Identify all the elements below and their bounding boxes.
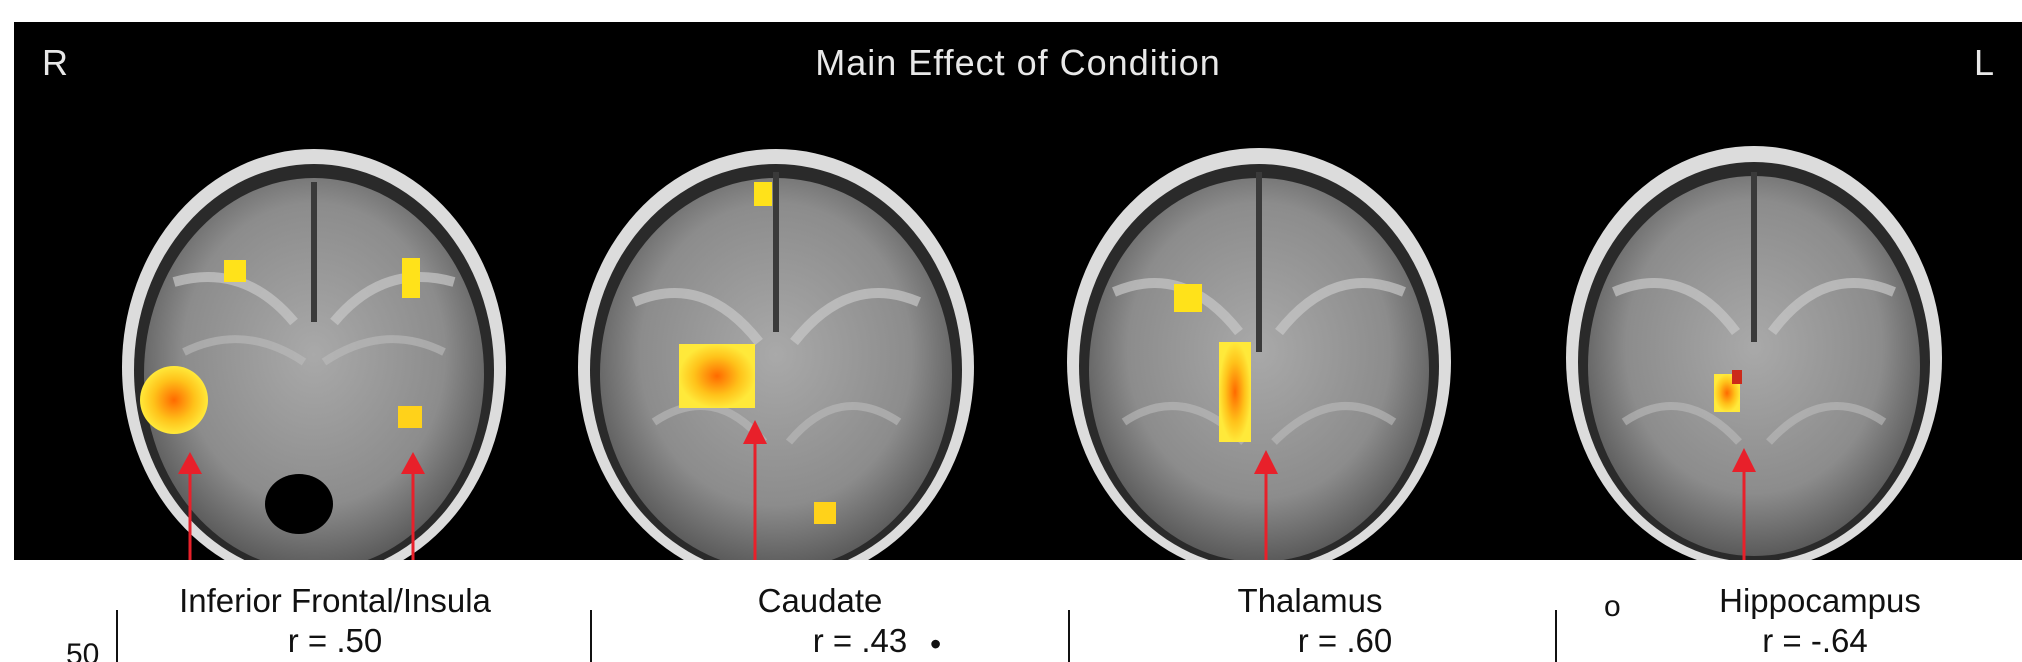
divider	[1555, 610, 1557, 662]
region-correlation: r = -.64	[1762, 622, 1868, 659]
divider	[1068, 610, 1070, 662]
region-name: Hippocampus	[1719, 582, 1921, 619]
brain-slice-caudate	[578, 149, 974, 560]
region-correlation: r = .50	[287, 622, 383, 659]
axis-fragment-label: 50	[66, 638, 100, 662]
activation-blob	[140, 258, 422, 434]
activation-blob	[1714, 370, 1742, 412]
side-label-right-hemisphere: R	[42, 42, 69, 83]
arrow-icon	[743, 420, 767, 444]
side-label-left-hemisphere: L	[1974, 42, 1996, 83]
region-name: Inferior Frontal/Insula	[179, 582, 491, 619]
open-marker-icon: o	[1604, 590, 1621, 623]
brain-slice-inferior-frontal	[122, 149, 506, 560]
region-name: Thalamus	[1237, 582, 1383, 619]
arrow-icon	[178, 452, 202, 474]
arrow-icon	[1732, 448, 1756, 472]
divider	[116, 610, 118, 662]
region-name: Caudate	[757, 582, 883, 619]
brain-slice-hippocampus	[1566, 146, 1942, 560]
region-labels	[0, 560, 2022, 662]
activation-blob	[1174, 284, 1251, 442]
filled-marker-icon: •	[930, 626, 942, 662]
region-correlation: r = .60	[1297, 622, 1393, 659]
region-correlation: r = .43	[812, 622, 908, 659]
activation-blob	[679, 182, 836, 524]
divider	[590, 610, 592, 662]
brain-slice-thalamus	[1067, 148, 1451, 560]
figure-title: Main Effect of Condition	[815, 42, 1221, 83]
brain-slices	[122, 146, 1942, 560]
arrow-icon	[1254, 450, 1278, 474]
mri-panel: R Main Effect of Condition L	[14, 22, 2022, 560]
top-margin	[0, 0, 2022, 22]
arrow-icon	[401, 452, 425, 474]
